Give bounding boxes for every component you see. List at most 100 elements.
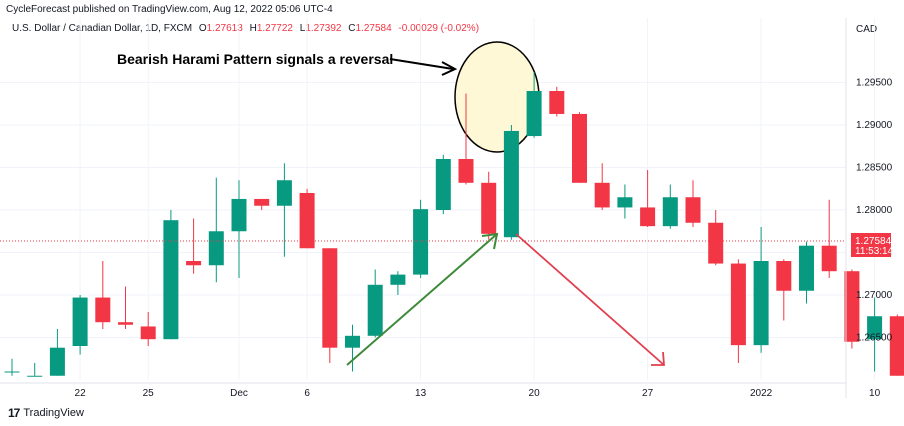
candle — [49, 329, 65, 376]
candle-body — [526, 91, 542, 137]
candle-body — [276, 180, 292, 206]
candle-body — [95, 297, 111, 323]
candle-body — [572, 113, 587, 183]
candle-body — [186, 261, 202, 266]
candle-body — [118, 322, 133, 325]
y-tick-label: 1.28500 — [856, 163, 893, 174]
tradingview-brand: TradingView — [23, 407, 84, 419]
candle — [118, 286, 133, 329]
tradingview-logo-icon: 17 — [8, 406, 20, 420]
candle — [889, 314, 904, 376]
candle-body — [640, 207, 656, 227]
candle — [276, 163, 292, 257]
x-tick-label: 22 — [75, 388, 87, 399]
candle-body — [49, 347, 65, 376]
candle-body — [231, 198, 247, 232]
y-tick-label: 1.29500 — [856, 78, 893, 89]
candle — [163, 210, 179, 340]
price-tag-countdown: 11:53:14 — [855, 246, 894, 257]
candle-body — [140, 326, 156, 340]
candle — [95, 261, 111, 329]
candle-body — [27, 375, 43, 377]
candle — [435, 154, 451, 215]
change-value: -0.00029 (-0.02%) — [398, 23, 480, 34]
candle-body — [435, 159, 451, 210]
tradingview-footer[interactable]: 17 TradingView — [8, 406, 84, 420]
candle — [186, 218, 202, 274]
candle — [730, 259, 746, 363]
x-tick-label: 6 — [304, 388, 310, 399]
candle — [458, 93, 474, 185]
candle-body — [503, 130, 519, 238]
currency-label: CAD — [856, 24, 878, 35]
candle — [322, 248, 338, 363]
candle — [413, 199, 429, 278]
price-tag-box — [851, 233, 891, 257]
candle — [753, 227, 769, 353]
symbol-line[interactable]: U.S. Dollar / Canadian Dollar, 1D, FXCM — [12, 23, 193, 34]
candle-body — [299, 193, 315, 249]
candle — [4, 358, 20, 376]
candle — [140, 312, 156, 346]
candle-body — [72, 297, 88, 346]
price-tag-price: 1.27584 — [855, 236, 892, 247]
candle — [572, 112, 587, 183]
y-tick-label: 1.28000 — [856, 205, 893, 216]
candle-body — [867, 316, 883, 340]
y-tick-label: 1.27000 — [856, 290, 893, 301]
overlays: Bearish Harami Pattern signals a reversa… — [0, 51, 846, 366]
price-tag: 1.27584 11:53:14 — [851, 233, 894, 257]
candle-body — [753, 261, 769, 346]
candle-body — [4, 371, 20, 373]
axes: 1.295001.290001.285001.280001.275001.270… — [0, 18, 893, 399]
candle — [390, 271, 406, 295]
candle — [299, 188, 315, 249]
candle — [844, 269, 860, 349]
candle-body — [730, 263, 746, 346]
candle — [208, 177, 224, 283]
candle — [254, 198, 270, 210]
candle — [799, 241, 814, 304]
high-value: 1.27722 — [256, 23, 293, 34]
x-tick-label: 27 — [642, 388, 654, 399]
candle — [503, 125, 519, 240]
close-value: 1.27584 — [355, 23, 392, 34]
candle — [549, 86, 565, 117]
candle-body — [390, 274, 406, 285]
candle — [640, 170, 656, 227]
candle-body — [685, 197, 701, 223]
green-trend-arrow-head — [481, 232, 499, 250]
candle-body — [889, 316, 904, 376]
candle — [867, 297, 883, 372]
candle-body — [662, 197, 678, 227]
candle-body — [594, 182, 610, 208]
candle — [345, 324, 360, 372]
candle — [821, 199, 837, 278]
green-trend-arrow — [346, 233, 498, 366]
high-label: H — [249, 23, 257, 34]
y-tick-label: 1.26500 — [856, 333, 893, 344]
candles — [4, 72, 904, 377]
candle-body — [481, 182, 497, 234]
low-label: L — [299, 23, 306, 34]
candle-body — [776, 261, 792, 291]
red-trend-arrow-head — [651, 351, 665, 366]
candle — [617, 184, 633, 219]
candle — [708, 210, 724, 266]
x-tick-label: 25 — [143, 388, 155, 399]
harami-highlight-ellipse — [454, 41, 540, 153]
annotation-arrow — [389, 58, 454, 70]
x-tick-label: 2022 — [750, 388, 773, 399]
x-tick-label: 10 — [869, 388, 881, 399]
candle — [367, 269, 383, 338]
candle-body — [821, 245, 837, 272]
candle-body — [254, 198, 270, 206]
low-value: 1.27392 — [305, 23, 342, 34]
candle-body — [413, 209, 429, 275]
ohlc-legend: U.S. Dollar / Canadian Dollar, 1D, FXCM … — [12, 23, 479, 34]
candle-body — [208, 231, 224, 266]
candle-body — [322, 248, 338, 348]
published-line: CycleForecast published on TradingView.c… — [6, 4, 333, 15]
